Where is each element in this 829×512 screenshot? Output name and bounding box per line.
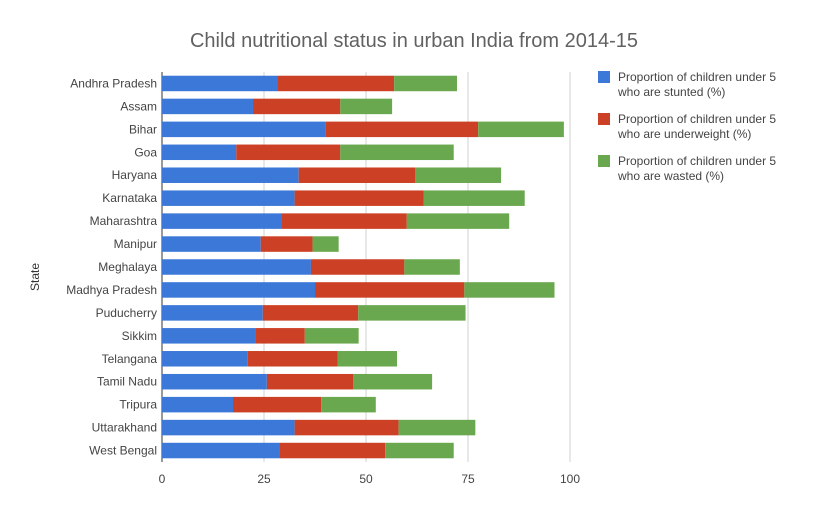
legend-swatch bbox=[598, 113, 610, 125]
legend-label: who are stunted (%) bbox=[617, 85, 725, 99]
legend-swatch bbox=[598, 155, 610, 167]
category-label: Karnataka bbox=[102, 191, 157, 205]
bar-segment-s2-7 bbox=[260, 236, 313, 252]
bar-segment-s3-5 bbox=[423, 190, 525, 206]
bar-segment-s3-10 bbox=[358, 305, 466, 321]
category-label: Andhra Pradesh bbox=[70, 76, 157, 90]
bar-segment-s2-6 bbox=[281, 213, 407, 229]
legend-label: Proportion of children under 5 bbox=[618, 112, 776, 126]
bar-segment-s3-16 bbox=[385, 442, 454, 459]
category-label: Assam bbox=[120, 99, 157, 113]
bar-segment-s3-3 bbox=[340, 144, 454, 161]
x-tick-label: 100 bbox=[560, 472, 580, 486]
category-label: Puducherry bbox=[96, 306, 157, 320]
bar-segment-s3-4 bbox=[415, 167, 502, 183]
bar-segment-s2-0 bbox=[277, 75, 395, 92]
bar-segment-s1-10 bbox=[162, 305, 263, 321]
legend-label: Proportion of children under 5 bbox=[618, 70, 776, 84]
bar-segment-s3-6 bbox=[406, 213, 510, 229]
x-tick-labels: 0 25 50 75 100 bbox=[159, 472, 581, 486]
bar-segment-s2-13 bbox=[266, 373, 354, 390]
bar-segment-s3-12 bbox=[337, 351, 398, 367]
category-label: Haryana bbox=[112, 168, 158, 182]
bar-segment-s2-14 bbox=[232, 396, 322, 413]
category-label: Manipur bbox=[114, 237, 157, 251]
chart-title: Child nutritional status in urban India … bbox=[190, 30, 638, 52]
bar-segment-s1-3 bbox=[162, 144, 237, 161]
bar-segment-s3-14 bbox=[321, 396, 376, 413]
y-axis-title: State bbox=[28, 263, 42, 291]
bar-segment-s1-11 bbox=[162, 328, 256, 344]
bar-segment-s1-9 bbox=[162, 282, 315, 298]
category-label: Telangana bbox=[102, 352, 158, 366]
bar-segment-s1-1 bbox=[162, 98, 253, 115]
bar-segment-s2-8 bbox=[310, 259, 405, 275]
bar-segment-s3-2 bbox=[478, 121, 564, 138]
bar-segment-s3-9 bbox=[464, 282, 555, 298]
bar-segment-s1-12 bbox=[162, 351, 248, 367]
bar-segment-s2-2 bbox=[325, 121, 479, 138]
x-tick-label: 75 bbox=[461, 472, 475, 486]
bar-segment-s2-10 bbox=[262, 305, 359, 321]
bar-segment-s2-3 bbox=[236, 144, 341, 161]
bar-segment-s1-2 bbox=[162, 121, 326, 138]
bar-segment-s2-5 bbox=[294, 190, 424, 206]
bar-segment-s1-16 bbox=[162, 442, 280, 459]
bar-segment-s3-11 bbox=[304, 328, 359, 344]
category-label: Tripura bbox=[119, 398, 157, 412]
bar-segment-s1-13 bbox=[162, 373, 267, 390]
x-tick-label: 0 bbox=[159, 472, 166, 486]
bar-segment-s2-9 bbox=[315, 282, 465, 298]
bar-segment-s3-13 bbox=[353, 373, 433, 390]
x-tick-label: 50 bbox=[359, 472, 373, 486]
legend-label: who are underweight (%) bbox=[617, 127, 751, 141]
category-label: Uttarakhand bbox=[92, 421, 157, 435]
legend-label: Proportion of children under 5 bbox=[618, 154, 776, 168]
bar-segment-s1-14 bbox=[162, 396, 233, 413]
bar-segment-s3-8 bbox=[404, 259, 460, 275]
bars bbox=[162, 75, 564, 459]
bar-segment-s1-15 bbox=[162, 419, 295, 436]
bar-segment-s2-4 bbox=[298, 167, 416, 183]
category-label: Sikkim bbox=[122, 329, 157, 343]
bar-segment-s3-15 bbox=[398, 419, 476, 436]
bar-segment-s3-0 bbox=[394, 75, 457, 92]
bar-segment-s2-12 bbox=[247, 351, 338, 367]
bar-segment-s2-16 bbox=[279, 442, 386, 459]
legend-label: who are wasted (%) bbox=[617, 169, 724, 183]
bar-segment-s1-4 bbox=[162, 167, 299, 183]
category-label: Maharashtra bbox=[90, 214, 158, 228]
bar-segment-s1-6 bbox=[162, 213, 282, 229]
category-label: Meghalaya bbox=[98, 260, 157, 274]
legend-swatch bbox=[598, 71, 610, 83]
category-label: Bihar bbox=[129, 122, 157, 136]
bar-segment-s3-1 bbox=[340, 98, 393, 115]
bar-segment-s3-7 bbox=[312, 236, 339, 252]
category-labels: Andhra Pradesh Assam Bihar Goa Haryana Karnat… bbox=[66, 76, 157, 457]
bar-segment-s2-15 bbox=[294, 419, 399, 436]
category-label: Goa bbox=[134, 145, 157, 159]
bar-segment-s1-5 bbox=[162, 190, 295, 206]
bar-segment-s1-8 bbox=[162, 259, 311, 275]
category-label: West Bengal bbox=[89, 444, 157, 458]
bar-segment-s1-0 bbox=[162, 75, 278, 92]
bar-segment-s2-1 bbox=[252, 98, 341, 115]
bar-segment-s1-7 bbox=[162, 236, 261, 252]
category-label: Tamil Nadu bbox=[97, 375, 157, 389]
x-tick-label: 25 bbox=[257, 472, 271, 486]
bar-segment-s2-11 bbox=[255, 328, 305, 344]
category-label: Madhya Pradesh bbox=[66, 283, 157, 297]
